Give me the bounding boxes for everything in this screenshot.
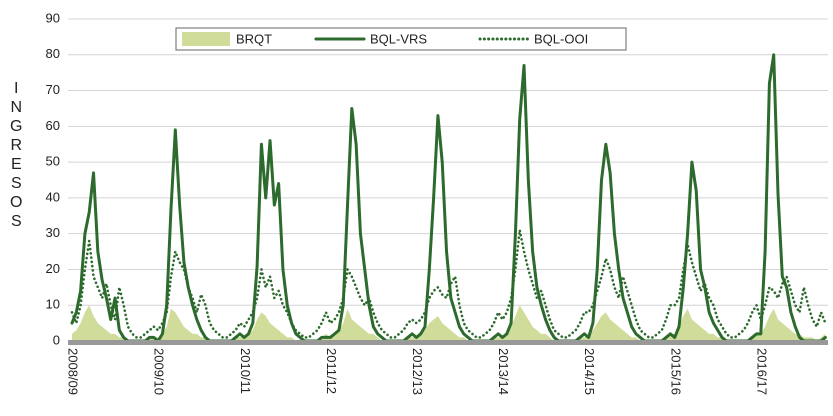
y-tick-label: 90 [46, 10, 60, 25]
y-tick-label: 0 [53, 332, 60, 347]
legend-label: BQL-VRS [370, 31, 427, 46]
x-tick-label: 2010/11 [238, 348, 253, 394]
y-tick-label: 70 [46, 82, 60, 97]
legend-label: BRQT [236, 31, 272, 46]
dotted-line [70, 228, 827, 339]
y-tick-label: 40 [46, 189, 60, 204]
x-tick-label: 2012/13 [410, 348, 425, 395]
y-tick-label: 60 [46, 118, 60, 133]
x-tick-label: 2016/17 [754, 348, 769, 395]
y-tick-label: 50 [46, 154, 60, 169]
legend-swatch [182, 32, 230, 46]
legend-box [175, 27, 627, 51]
x-tick-label: 2013/14 [496, 348, 511, 395]
y-tick-label: 80 [46, 46, 60, 61]
x-axis [68, 340, 828, 345]
x-tick-label: 2009/10 [152, 348, 167, 395]
x-tick-label: 2014/15 [582, 348, 597, 395]
y-tick-label: 20 [46, 261, 60, 276]
x-tick-label: 2015/16 [668, 348, 683, 395]
x-tick-label: 2008/09 [66, 348, 81, 395]
area [72, 305, 826, 341]
line [70, 53, 827, 343]
y-tick-label: 30 [46, 225, 60, 240]
x-tick-label: 2011/12 [324, 348, 339, 394]
y-axis-label: INGRESOS [8, 80, 25, 232]
y-tick-label: 10 [46, 297, 60, 312]
legend-label: BQL-OOI [534, 31, 588, 46]
